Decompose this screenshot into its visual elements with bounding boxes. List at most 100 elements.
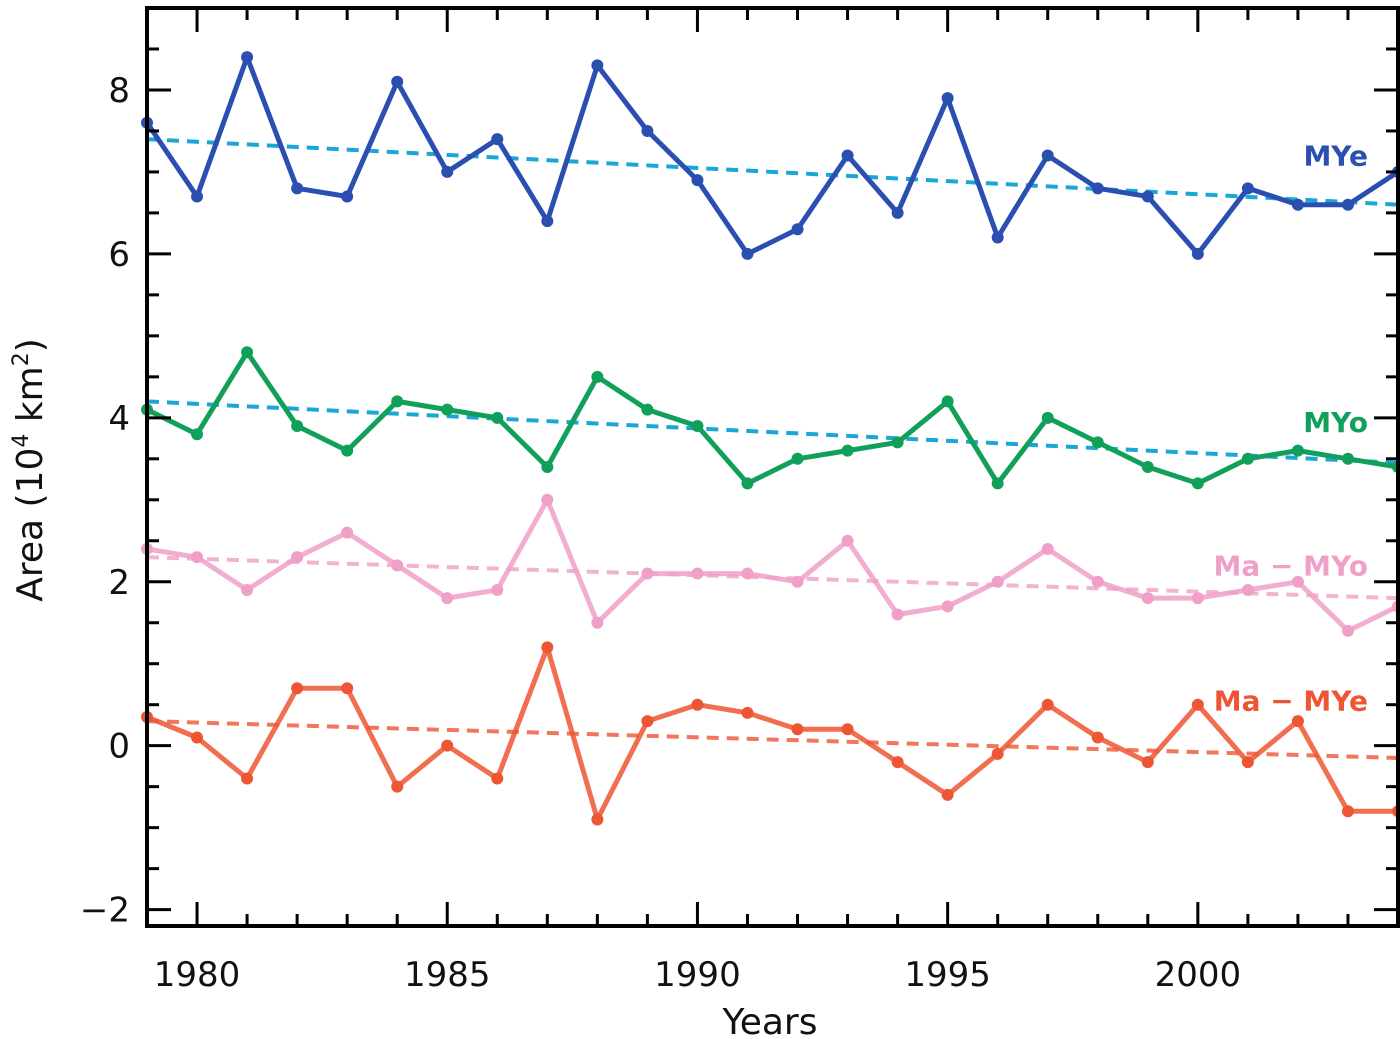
- point-myo: [541, 461, 554, 473]
- point-myo: [791, 452, 804, 465]
- x-axis-title: Years: [722, 1002, 818, 1039]
- y-axis-label-close: ): [10, 338, 51, 352]
- point-ma-myo: [441, 592, 454, 605]
- point-mye: [791, 223, 804, 236]
- point-myo: [641, 403, 654, 416]
- y-axis-label-main: Area (10: [10, 448, 51, 602]
- point-myo: [491, 411, 504, 424]
- point-myo: [991, 477, 1004, 490]
- point-mye: [1341, 198, 1354, 211]
- point-ma-mye: [1191, 698, 1204, 711]
- point-mye: [541, 215, 554, 228]
- point-ma-mye: [791, 723, 804, 736]
- point-myo: [191, 428, 204, 441]
- point-ma-myo: [1141, 592, 1154, 605]
- point-mye: [291, 182, 304, 195]
- point-mye: [1041, 149, 1054, 162]
- point-ma-mye: [991, 747, 1004, 760]
- point-ma-mye: [1091, 731, 1104, 744]
- point-ma-mye: [491, 772, 504, 785]
- point-ma-myo: [991, 575, 1004, 588]
- point-myo: [1141, 461, 1154, 473]
- series-mye: MYe: [141, 51, 1400, 260]
- point-ma-mye: [691, 698, 704, 711]
- point-ma-mye: [1241, 756, 1254, 769]
- trend-line-mye: [146, 137, 1399, 207]
- series-label-ma-mye: Ma − MYe: [1214, 685, 1368, 718]
- data-line-mye: [144, 54, 1400, 257]
- point-mye: [1141, 190, 1154, 203]
- point-mye: [841, 149, 854, 162]
- point-myo: [391, 395, 404, 408]
- y-axis-label-unit: km: [10, 366, 51, 433]
- point-myo: [841, 444, 854, 457]
- y-tick-label: 0: [108, 727, 130, 767]
- point-ma-mye: [241, 772, 254, 785]
- x-tick-label: 1980: [154, 955, 241, 995]
- point-myo: [941, 395, 954, 408]
- point-mye: [441, 165, 454, 178]
- series-label-ma-myo: Ma − MYo: [1213, 549, 1368, 582]
- point-ma-mye: [1041, 698, 1054, 711]
- point-ma-myo: [591, 616, 604, 629]
- point-ma-mye: [541, 641, 554, 654]
- point-ma-myo: [741, 567, 754, 580]
- y-tick-label: 2: [108, 563, 130, 603]
- point-myo: [1091, 436, 1104, 449]
- y-axis-label-exp2: 2: [9, 352, 34, 366]
- point-myo: [1341, 452, 1354, 465]
- point-ma-mye: [941, 788, 954, 801]
- point-ma-myo: [191, 551, 204, 564]
- trend-line-myo: [146, 399, 1399, 465]
- x-tick-label: 1985: [404, 955, 491, 995]
- data-line-ma-myo: [146, 497, 1400, 634]
- series-label-mye: MYe: [1303, 140, 1368, 173]
- point-ma-myo: [841, 534, 854, 547]
- point-mye: [341, 190, 354, 203]
- point-myo: [1041, 411, 1054, 424]
- point-mye: [991, 231, 1004, 244]
- point-ma-myo: [1291, 575, 1304, 588]
- point-mye: [1191, 247, 1204, 260]
- point-myo: [341, 444, 354, 457]
- point-ma-myo: [691, 567, 704, 580]
- point-ma-mye: [841, 723, 854, 736]
- x-tick-label: 1990: [654, 955, 741, 995]
- point-myo: [1191, 477, 1204, 490]
- series-ma-mye: Ma − MYe: [141, 641, 1400, 826]
- point-mye: [191, 190, 204, 203]
- y-tick-label: 4: [108, 399, 130, 439]
- point-mye: [641, 124, 654, 137]
- y-axis-title: Area (104 km2): [9, 338, 51, 602]
- series-myo: MYo: [141, 346, 1400, 490]
- point-myo: [691, 420, 704, 433]
- y-axis-title-text: Area (104 km2): [9, 338, 51, 602]
- point-ma-myo: [391, 559, 404, 572]
- y-axis-label-exp1: 4: [9, 434, 34, 448]
- point-myo: [241, 346, 254, 359]
- point-ma-myo: [641, 567, 654, 580]
- point-ma-mye: [1141, 756, 1154, 769]
- point-ma-myo: [241, 583, 254, 596]
- point-ma-myo: [1191, 592, 1204, 605]
- point-mye: [1091, 182, 1104, 195]
- point-myo: [1291, 444, 1304, 457]
- point-ma-mye: [441, 739, 454, 752]
- point-myo: [291, 420, 304, 433]
- point-mye: [391, 75, 404, 88]
- point-mye: [891, 206, 904, 219]
- point-ma-mye: [1291, 715, 1304, 728]
- point-mye: [241, 51, 254, 64]
- series-label-myo: MYo: [1303, 406, 1368, 439]
- y-tick-label: 8: [108, 71, 130, 111]
- point-ma-myo: [1091, 575, 1104, 588]
- point-mye: [1241, 182, 1254, 195]
- trend-line-ma-mye: [146, 719, 1399, 760]
- point-ma-myo: [1041, 542, 1054, 555]
- point-ma-mye: [391, 780, 404, 793]
- point-ma-myo: [941, 600, 954, 613]
- point-ma-mye: [641, 715, 654, 728]
- point-mye: [691, 174, 704, 187]
- point-myo: [1241, 452, 1254, 465]
- point-ma-myo: [291, 551, 304, 564]
